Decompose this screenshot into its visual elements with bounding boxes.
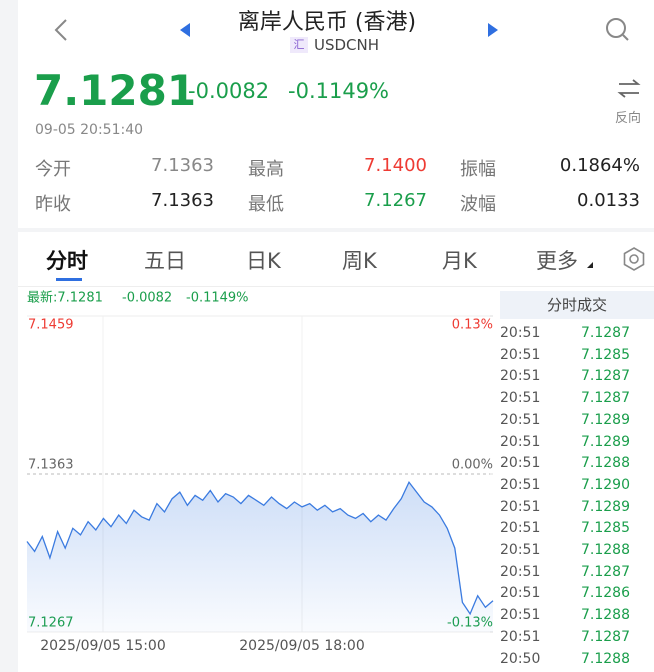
- trade-time: 20:51: [500, 411, 541, 428]
- legend-change-pct: -0.1149%: [186, 291, 249, 306]
- area: [27, 482, 493, 632]
- stat-label: 振幅: [460, 159, 496, 180]
- tab[interactable]: 五日: [144, 249, 186, 273]
- trade-price: 7.1288: [581, 607, 630, 624]
- price: 7.1281: [34, 66, 197, 115]
- stat-label: 波幅: [460, 194, 496, 215]
- tab[interactable]: 日K: [246, 249, 281, 273]
- price-line: [26, 480, 494, 616]
- change: -0.0082: [188, 79, 270, 103]
- stat-value: 0.0133: [577, 190, 640, 211]
- trade-price: 7.1289: [581, 433, 630, 450]
- y-tick-label: 7.1363: [28, 458, 74, 473]
- y-tick-label: 7.1459: [28, 318, 74, 333]
- prev-button[interactable]: [178, 22, 192, 38]
- trade-time: 20:51: [500, 368, 541, 385]
- stat-value: 0.1864%: [559, 155, 640, 176]
- trade-price: 7.1289: [581, 498, 630, 515]
- stat-label: 今开: [35, 159, 71, 180]
- divider: [18, 286, 654, 287]
- trade-price: 7.1285: [581, 346, 630, 363]
- side-strip: [0, 0, 18, 672]
- tab[interactable]: 周K: [342, 249, 377, 273]
- x-label: 2025/09/05 15:00: [40, 638, 166, 654]
- trade-price: 7.1288: [581, 455, 630, 472]
- trade-price: 7.1288: [581, 650, 630, 667]
- trade-price: 7.1288: [581, 542, 630, 558]
- trade-price: 7.1287: [581, 628, 630, 645]
- search-button[interactable]: [604, 16, 632, 44]
- trades-title: 分时成交: [500, 291, 654, 319]
- trade-price: 7.1285: [581, 520, 630, 537]
- back-button[interactable]: [50, 16, 74, 44]
- trade-time: 20:51: [500, 563, 541, 580]
- trade-price: 7.1290: [581, 476, 630, 493]
- trade-time: 20:51: [500, 542, 541, 558]
- trade-time: 20:51: [500, 325, 541, 341]
- y2-tick-label: 0.13%: [452, 318, 493, 333]
- stat-label: 昨收: [35, 194, 71, 215]
- change-pct: -0.1149%: [288, 79, 390, 103]
- trade-price: 7.1287: [581, 368, 630, 385]
- trade-time: 20:51: [500, 455, 541, 472]
- divider: [18, 228, 654, 232]
- trade-time: 20:51: [500, 346, 541, 363]
- y2-tick-label: 0.00%: [452, 458, 493, 473]
- legend-change: -0.0082: [122, 291, 172, 306]
- legend-latest: 最新:7.1281: [27, 290, 103, 306]
- stat-value: 7.1267: [364, 190, 427, 211]
- tab[interactable]: 更多: [536, 249, 578, 273]
- trade-price: 7.1287: [581, 563, 630, 580]
- more-triangle: [587, 262, 593, 268]
- trade-price: 7.1286: [581, 585, 630, 602]
- trade-time: 20:51: [500, 390, 541, 407]
- intraday-chart: 7.14597.13637.12670.13%0.00%-0.13%2025/0…: [26, 290, 494, 654]
- trade-time: 20:50: [500, 650, 541, 667]
- stat-label: 最低: [248, 194, 284, 215]
- switch-icon[interactable]: [616, 78, 642, 100]
- title: 离岸人民币 (香港): [237, 10, 417, 35]
- trade-time: 20:51: [500, 498, 541, 515]
- trade-time: 20:51: [500, 628, 541, 645]
- trade-time: 20:51: [500, 607, 541, 624]
- trade-price: 7.1289: [581, 411, 630, 428]
- badge: 汇: [290, 37, 308, 53]
- next-button[interactable]: [486, 22, 500, 38]
- trade-price: 7.1287: [581, 325, 630, 341]
- trade-time: 20:51: [500, 476, 541, 493]
- tab-underline: [56, 278, 82, 281]
- trade-time: 20:51: [500, 585, 541, 602]
- tab[interactable]: 月K: [442, 249, 477, 273]
- x-label: 2025/09/05 18:00: [239, 638, 365, 654]
- settings-button[interactable]: [621, 246, 647, 272]
- switch-label[interactable]: 反向: [615, 111, 642, 126]
- tab[interactable]: 分时: [46, 249, 88, 273]
- trade-time: 20:51: [500, 433, 541, 450]
- trade-price: 7.1287: [581, 390, 630, 407]
- stat-value: 7.1363: [151, 190, 214, 211]
- quote-time: 09-05 20:51:40: [35, 122, 144, 138]
- stat-label: 最高: [248, 159, 284, 180]
- trade-time: 20:51: [500, 520, 541, 537]
- stat-value: 7.1363: [151, 155, 214, 176]
- stat-value: 7.1400: [364, 155, 427, 176]
- code: USDCNH: [314, 36, 380, 54]
